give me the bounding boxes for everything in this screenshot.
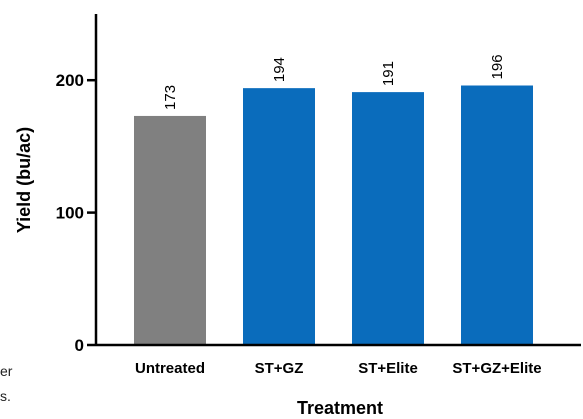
x-tick-label: ST+GZ bbox=[255, 360, 304, 377]
x-tick-label: ST+GZ+Elite bbox=[452, 360, 541, 377]
data-label: 196 bbox=[489, 54, 506, 79]
bar-untreated bbox=[134, 115, 206, 345]
bar-st-gz bbox=[243, 88, 315, 346]
data-label: 173 bbox=[162, 85, 179, 110]
y-axis-title: Yield (bu/ac) bbox=[14, 127, 34, 233]
x-ticks-group: Untreated ST+GZ ST+Elite ST+GZ+Elite bbox=[135, 360, 542, 377]
data-labels-group: 173 194 191 196 bbox=[162, 54, 506, 109]
cropped-text-line-1: er bbox=[0, 363, 13, 379]
cropped-text-line-2: s. bbox=[0, 388, 11, 404]
bar-st-gz-elite bbox=[461, 85, 533, 345]
y-ticks-group: 0 100 200 bbox=[56, 71, 96, 355]
y-tick-label: 100 bbox=[56, 204, 84, 223]
x-tick-label: ST+Elite bbox=[358, 360, 418, 377]
x-axis-title: Treatment bbox=[297, 398, 383, 418]
data-label: 191 bbox=[380, 61, 397, 86]
data-label: 194 bbox=[271, 57, 288, 82]
x-tick-label: Untreated bbox=[135, 360, 205, 377]
bar-st-elite bbox=[352, 92, 424, 345]
bars-group bbox=[134, 85, 533, 346]
y-tick-label: 0 bbox=[75, 336, 84, 355]
y-tick-label: 200 bbox=[56, 71, 84, 90]
